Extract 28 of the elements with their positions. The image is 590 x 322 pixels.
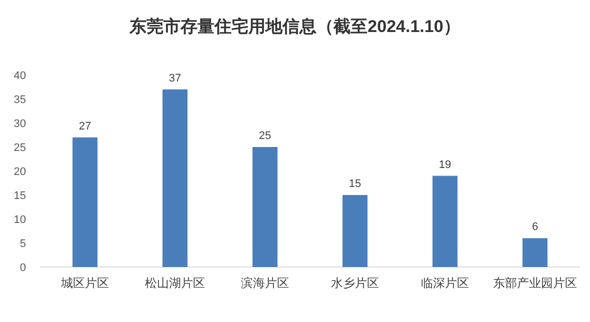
x-tick-label: 东部产业园片区 [493,276,577,290]
x-tick-label: 城区片区 [60,276,109,290]
bar [522,238,548,267]
data-label: 19 [438,158,452,171]
bar [162,89,188,267]
chart-title: 东莞市存量住宅用地信息（截至2024.1.10） [128,17,460,36]
bar [342,195,368,267]
data-label: 15 [348,178,362,190]
x-tick-label: 临深片区 [421,276,469,290]
y-tick-label: 25 [14,142,26,154]
data-label: 25 [258,130,272,142]
data-label: 27 [78,120,92,132]
x-tick-label: 松山湖片区 [145,276,205,290]
y-tick-label: 0 [20,262,26,274]
y-tick-label: 15 [14,190,26,202]
y-tick-label: 40 [14,70,26,82]
x-tick-label: 滨海片区 [241,276,289,290]
y-tick-label: 35 [14,94,26,106]
data-label: 6 [532,221,538,234]
y-tick-label: 10 [14,214,26,226]
y-tick-label: 20 [14,166,26,178]
y-tick-label: 30 [14,118,26,130]
bar [432,176,458,267]
x-tick-label: 水乡片区 [331,276,379,290]
data-label: 37 [168,72,182,84]
y-tick-label: 5 [20,238,26,250]
bar [252,147,278,267]
bar [72,137,98,267]
